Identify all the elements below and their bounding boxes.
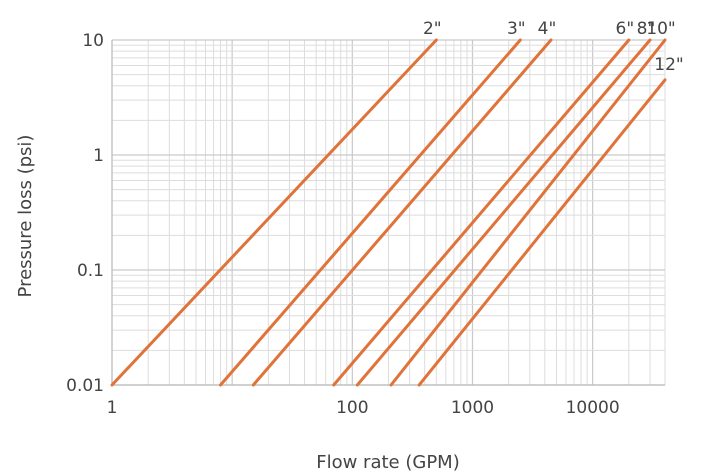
y-axis-title: Pressure loss (psi) xyxy=(15,135,36,298)
series-labels: 2" 3" 4" 6" 8"10" 12" xyxy=(423,19,684,75)
y-tick-label: 1 xyxy=(93,146,104,166)
series-label: 12" xyxy=(654,55,683,75)
series-line xyxy=(219,38,522,387)
x-axis-title: Flow rate (GPM) xyxy=(316,452,459,473)
x-tick-label: 10000 xyxy=(566,398,620,418)
x-tick-label: 100 xyxy=(336,398,368,418)
y-tick-label: 0.01 xyxy=(66,376,104,396)
series-label: 3" xyxy=(507,19,526,39)
x-tick-label: 1 xyxy=(107,398,118,418)
series-line xyxy=(110,38,438,387)
x-tick-label: 1000 xyxy=(451,398,494,418)
series-label: 2" xyxy=(423,19,442,39)
series-lines xyxy=(110,38,667,387)
series-label: 4" xyxy=(538,19,557,39)
y-tick-label: 0.1 xyxy=(77,261,104,281)
series-label: 10" xyxy=(646,19,675,39)
series-line xyxy=(417,78,667,387)
series-line xyxy=(389,38,667,387)
series-label: 8" xyxy=(637,19,656,39)
series-line xyxy=(251,38,553,387)
series-line xyxy=(332,38,631,387)
y-tick-label: 10 xyxy=(82,31,104,51)
series-label: 6" xyxy=(616,19,635,39)
series-line xyxy=(355,38,652,387)
axes: 1 100 1000 10000 0.01 0.1 1 10 xyxy=(66,31,665,418)
